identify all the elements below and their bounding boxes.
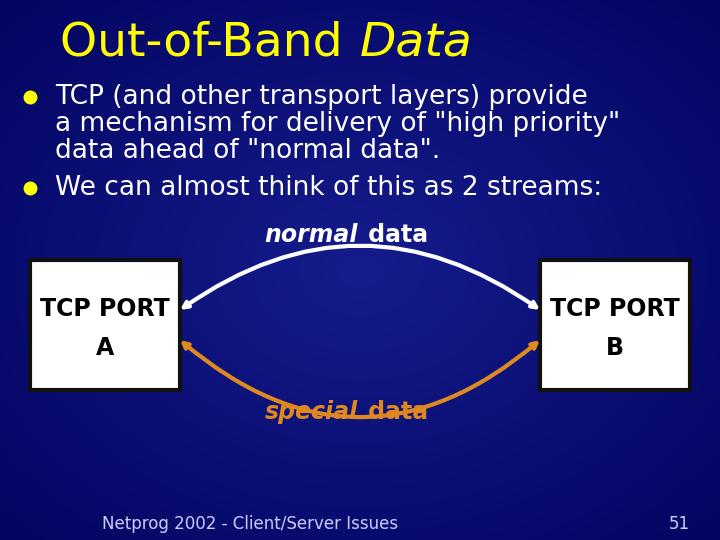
Text: normal: normal	[264, 223, 358, 247]
Text: Netprog 2002 - Client/Server Issues: Netprog 2002 - Client/Server Issues	[102, 515, 398, 533]
Text: a mechanism for delivery of "high priority": a mechanism for delivery of "high priori…	[55, 111, 620, 137]
Text: 51: 51	[669, 515, 690, 533]
Text: data: data	[360, 400, 428, 424]
Text: Out-of-Band: Out-of-Band	[60, 21, 358, 65]
Text: TCP PORT: TCP PORT	[40, 298, 170, 321]
FancyBboxPatch shape	[540, 260, 690, 390]
Text: TCP (and other transport layers) provide: TCP (and other transport layers) provide	[55, 84, 588, 110]
Text: special: special	[265, 400, 358, 424]
Text: We can almost think of this as 2 streams:: We can almost think of this as 2 streams…	[55, 175, 602, 201]
Text: data: data	[360, 223, 428, 247]
Text: TCP PORT: TCP PORT	[550, 298, 680, 321]
Text: A: A	[96, 336, 114, 360]
Text: B: B	[606, 336, 624, 360]
Text: data ahead of "normal data".: data ahead of "normal data".	[55, 138, 440, 164]
Text: Data: Data	[360, 21, 473, 65]
FancyBboxPatch shape	[30, 260, 180, 390]
